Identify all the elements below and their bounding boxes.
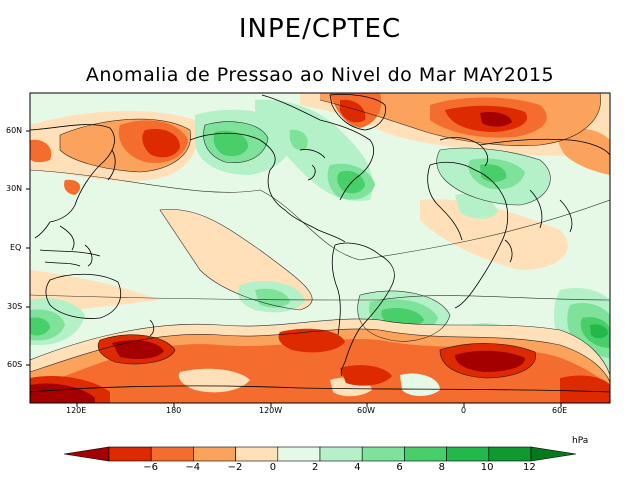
colorbar xyxy=(63,446,577,462)
coastlines xyxy=(30,94,610,393)
lat-label-30s: 30S xyxy=(7,302,23,311)
anomaly-field xyxy=(30,93,610,403)
colorbar-segment xyxy=(530,446,577,462)
colorbar-tick-label: 2 xyxy=(312,462,319,473)
colorbar-tick-label: 8 xyxy=(438,462,445,473)
colorbar-tick-label: 0 xyxy=(269,462,277,473)
colorbar-segment xyxy=(404,446,447,462)
colorbar-tick-label: 6 xyxy=(396,462,403,473)
colorbar-segment xyxy=(446,446,490,462)
colorbar-tick-label: −4 xyxy=(185,462,201,473)
colorbar-segment xyxy=(193,446,236,462)
lat-label-60n: 60N xyxy=(6,126,23,135)
map-title: INPE/CPTEC xyxy=(238,14,402,44)
colorbar-segment xyxy=(150,446,194,462)
colorbar-segment xyxy=(235,446,279,462)
colorbar-segment xyxy=(319,446,363,462)
lon-label-120w: 120W xyxy=(259,406,283,415)
colorbar-segment xyxy=(63,446,110,462)
map-subtitle: Anomalia de Pressao ao Nivel do Mar MAY2… xyxy=(85,64,555,86)
lon-label-60e: 60E xyxy=(552,406,568,415)
lat-label-eq: EQ xyxy=(10,243,22,252)
lat-label-60s: 60S xyxy=(7,360,23,369)
lon-label-60w: 60W xyxy=(357,406,376,415)
colorbar-tick-label: 10 xyxy=(480,462,494,473)
colorbar-tick-label: −6 xyxy=(143,462,158,473)
lat-label-30n: 30N xyxy=(6,184,23,193)
colorbar-tick-label: 12 xyxy=(523,462,536,473)
colorbar-segment xyxy=(488,446,532,462)
lon-label-180: 180 xyxy=(166,406,182,415)
colorbar-tick-label: −2 xyxy=(227,462,243,473)
colorbar-segment xyxy=(277,446,321,462)
lon-label-0: 0 xyxy=(461,406,467,415)
colorbar-segment xyxy=(361,446,405,462)
colorbar-unit: hPa xyxy=(572,436,589,446)
colorbar-tick-label: 4 xyxy=(354,462,361,473)
lon-label-120e: 120E xyxy=(66,406,87,415)
colorbar-segment xyxy=(108,446,152,462)
